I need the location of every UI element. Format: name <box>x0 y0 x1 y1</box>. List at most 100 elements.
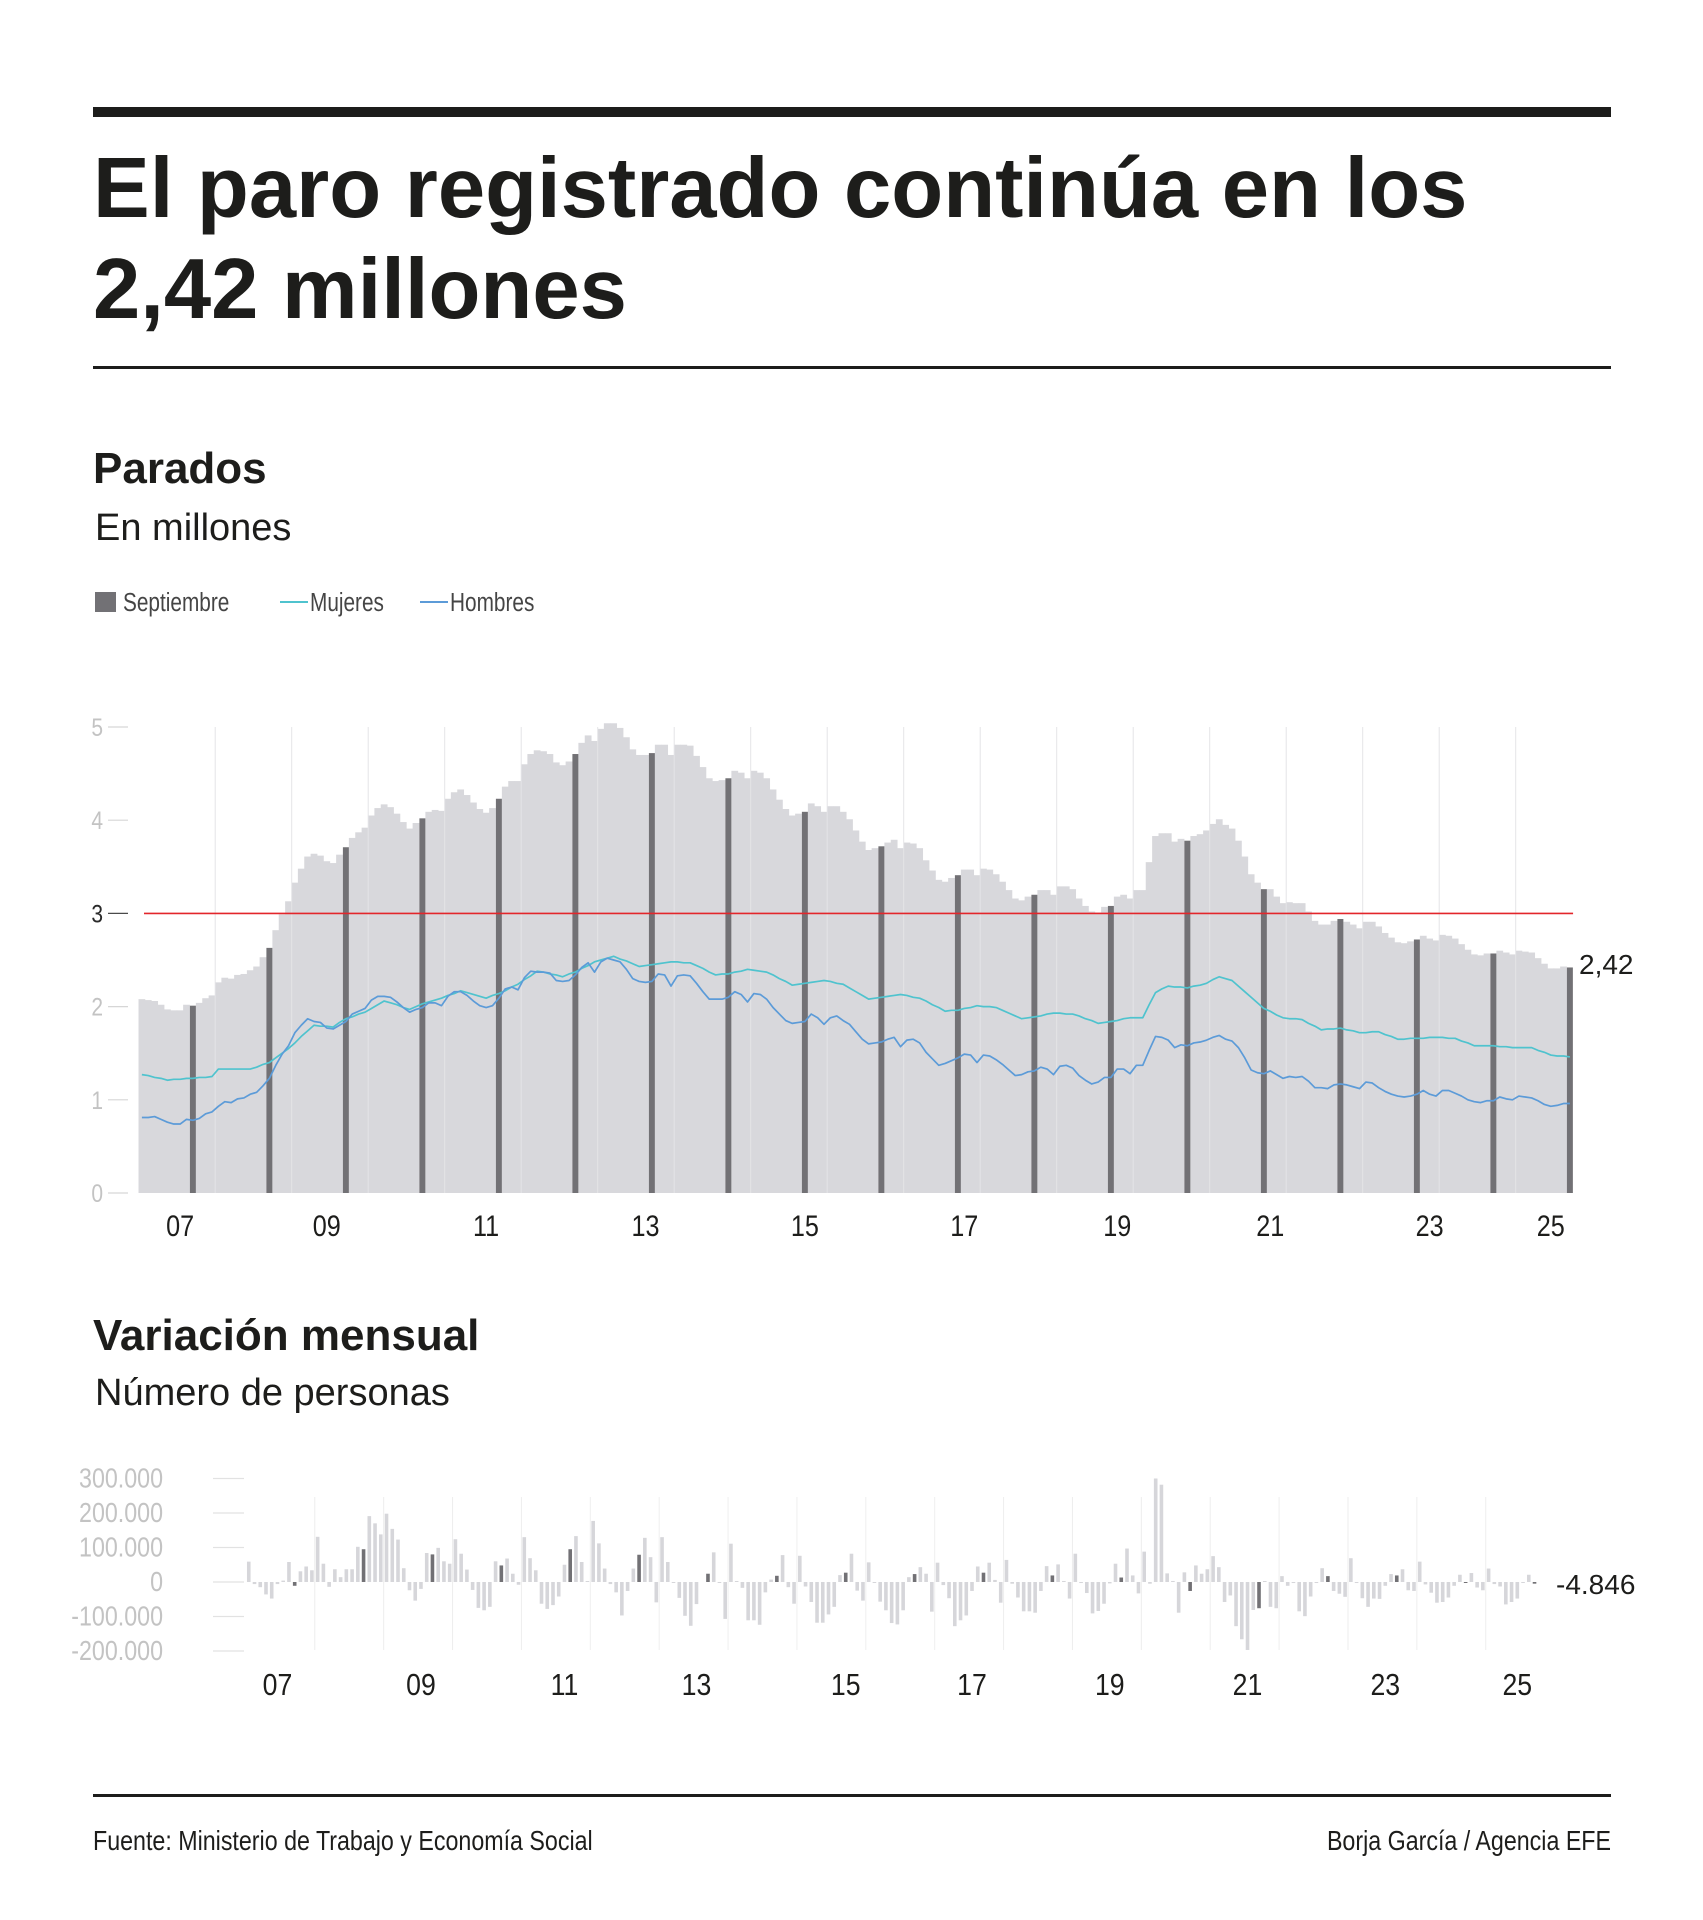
bar-month <box>1139 890 1147 1193</box>
bar-septiembre <box>912 1574 917 1582</box>
bar-month <box>918 1567 923 1582</box>
bar-month <box>298 1571 303 1583</box>
bar-month <box>1330 920 1338 1193</box>
bar-month <box>1279 903 1287 1193</box>
bar-septiembre <box>495 798 502 1193</box>
bar-septiembre <box>1107 905 1114 1193</box>
bar-month <box>1062 1580 1066 1582</box>
bar-month <box>958 1582 963 1621</box>
bar-month <box>1211 1556 1215 1583</box>
bar-month <box>1268 1582 1273 1607</box>
bar-month <box>310 853 318 1193</box>
bar-month <box>1475 1582 1479 1588</box>
bar-month <box>1440 1582 1445 1603</box>
bar-septiembre <box>1532 1582 1537 1584</box>
bar-month <box>1090 1582 1095 1614</box>
bar-month <box>1113 1563 1118 1582</box>
bar-month <box>1423 1582 1428 1585</box>
bar-month <box>1483 953 1491 1193</box>
x-tick-label: 13 <box>682 1668 712 1702</box>
bar-septiembre <box>361 1549 366 1582</box>
bar-month <box>327 1582 331 1587</box>
y-tick-label: 4 <box>91 806 103 834</box>
bar-month <box>1228 828 1236 1193</box>
bar-month <box>1082 905 1089 1193</box>
bar-month <box>660 1537 664 1582</box>
bar-month <box>1133 890 1140 1193</box>
bar-month <box>756 772 764 1193</box>
bar-month <box>752 1582 756 1621</box>
bar-month <box>1383 1582 1388 1586</box>
bar-month <box>350 1569 354 1582</box>
x-tick-label: 11 <box>473 1209 499 1243</box>
bar-month <box>975 1566 980 1582</box>
bar-month <box>820 811 828 1193</box>
bar-month <box>620 1582 624 1616</box>
bar-month <box>1366 1582 1370 1607</box>
bar-month <box>1239 1582 1244 1640</box>
bar-month <box>559 765 567 1193</box>
bar-month <box>1234 1582 1238 1627</box>
bar-month <box>1534 958 1542 1193</box>
bar-month <box>1050 894 1057 1193</box>
bar-month <box>396 1539 400 1582</box>
bar-month <box>597 1543 601 1582</box>
bar-month <box>798 1555 802 1582</box>
bar-month <box>579 1561 584 1582</box>
bar-month <box>1445 935 1453 1193</box>
bar-month <box>858 841 866 1193</box>
bar-month <box>786 1582 791 1588</box>
bar-month <box>368 815 375 1193</box>
bar-month <box>1541 963 1548 1193</box>
bar-month <box>1320 1568 1324 1582</box>
bar-month <box>1044 1566 1049 1582</box>
bar-month <box>1145 862 1153 1193</box>
bar-month <box>895 1582 900 1625</box>
bar-month <box>1222 1582 1227 1603</box>
bar-month <box>1273 896 1281 1193</box>
bar-month <box>827 806 834 1193</box>
bar-month <box>470 802 477 1193</box>
bar-month <box>1521 951 1529 1193</box>
bar-month <box>482 1582 486 1611</box>
bar-month <box>463 795 471 1193</box>
bar-month <box>373 1523 377 1582</box>
bar-month <box>916 848 924 1193</box>
bar-month <box>1439 934 1446 1193</box>
chart-variacion-mensual: 300.000 200.000 100.000 0 -100.000 -200.000 07… <box>71 1464 1635 1703</box>
bar-month <box>922 860 930 1193</box>
bar-month <box>1526 1574 1531 1582</box>
bar-month <box>1394 942 1402 1193</box>
bar-month <box>1388 937 1395 1193</box>
bar-month <box>1297 1582 1301 1612</box>
bars-variacion <box>246 1478 1537 1650</box>
bar-month <box>453 1539 458 1582</box>
bar-month <box>901 1582 905 1611</box>
x-tick-label: 17 <box>950 1209 978 1243</box>
bar-month <box>1130 1575 1135 1582</box>
bar-month <box>459 1553 463 1582</box>
bar-month <box>683 1582 687 1616</box>
bar-month <box>516 1582 521 1585</box>
bar-month <box>967 869 975 1193</box>
bar-month <box>1164 833 1172 1193</box>
bar-month <box>574 1536 578 1582</box>
legend-label-mujeres: Mujeres <box>310 588 384 617</box>
bar-septiembre <box>189 1005 196 1193</box>
bar-month <box>528 1558 532 1582</box>
bar-month <box>374 808 382 1193</box>
bar-month <box>215 982 222 1193</box>
bar-month <box>151 1001 159 1193</box>
x-tick-label: 25 <box>1502 1668 1532 1702</box>
bar-month <box>1228 1582 1233 1596</box>
bar-month <box>763 778 771 1193</box>
y-tick-label: 300.000 <box>79 1464 163 1494</box>
bar-septiembre <box>648 753 655 1193</box>
bar-month <box>947 1582 951 1599</box>
bar-month <box>591 1520 595 1582</box>
bar-month <box>1004 1559 1009 1582</box>
bar-month <box>1331 1582 1336 1591</box>
bar-month <box>1027 1582 1032 1612</box>
legend-swatch-septiembre <box>95 592 116 612</box>
